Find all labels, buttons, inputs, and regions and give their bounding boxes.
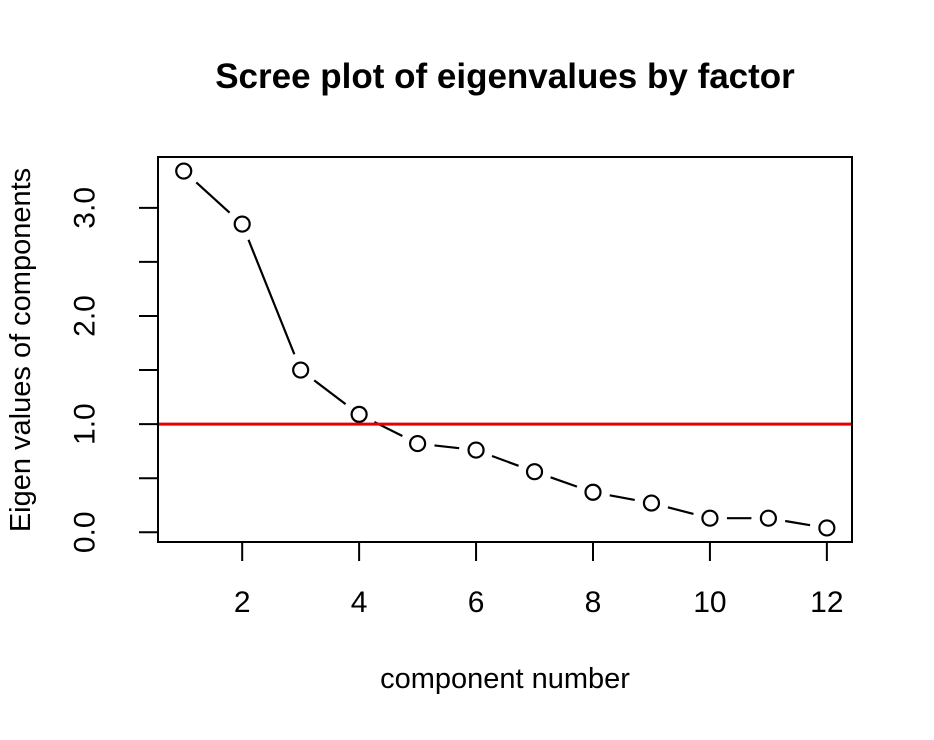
- series-segment: [667, 506, 694, 516]
- data-point-7: [525, 463, 544, 481]
- series-segment: [550, 476, 578, 488]
- series-segment: [195, 181, 231, 214]
- data-point-9: [642, 494, 661, 512]
- y-tick-label: 3.0: [69, 187, 102, 229]
- x-tick-label: 4: [351, 586, 368, 619]
- data-point-11: [759, 509, 777, 527]
- data-point-1: [175, 162, 193, 180]
- x-tick-label: 2: [234, 586, 251, 619]
- data-point-10: [701, 509, 719, 527]
- data-point-5: [408, 434, 427, 453]
- data-point-6: [467, 441, 485, 459]
- series-segment: [247, 239, 296, 355]
- x-axis-title: component number: [380, 663, 630, 695]
- series-segment: [609, 494, 635, 502]
- series-segment: [784, 519, 811, 527]
- y-tick-label: 0.0: [69, 511, 102, 553]
- data-point-12: [818, 519, 836, 537]
- x-tick-label: 6: [468, 586, 485, 619]
- series-segment: [313, 379, 347, 405]
- plot-box: [157, 156, 853, 543]
- data-point-3: [292, 361, 310, 379]
- data-point-2: [233, 215, 251, 233]
- y-tick-label: 1.0: [69, 403, 102, 445]
- data-point-8: [584, 483, 602, 501]
- x-tick-label: 8: [585, 586, 602, 619]
- series-segment: [434, 444, 460, 450]
- x-tick-label: 10: [693, 586, 726, 619]
- chart-title: Scree plot of eigenvalues by factor: [215, 57, 795, 96]
- y-tick-label: 2.0: [69, 295, 102, 337]
- data-point-4: [350, 405, 368, 423]
- series-segment: [491, 454, 519, 467]
- y-axis-title: Eigen values of components: [5, 167, 37, 533]
- x-tick-label: 12: [810, 586, 843, 619]
